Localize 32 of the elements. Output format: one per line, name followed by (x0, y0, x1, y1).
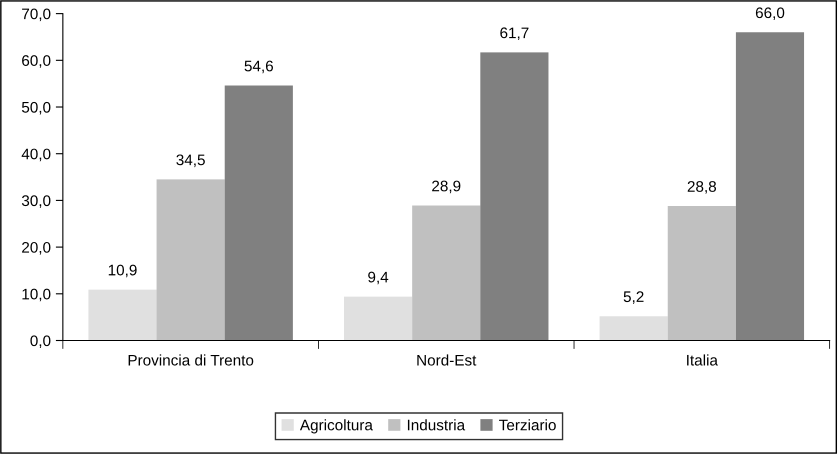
bar (480, 52, 548, 340)
data-label: 54,6 (244, 60, 273, 74)
legend-label: Terziario (499, 419, 556, 430)
y-tick-label: 40,0 (22, 148, 50, 162)
y-tick-label: 60,0 (22, 55, 50, 68)
bar (156, 179, 225, 340)
x-tick-label: Nord-Est (417, 354, 476, 366)
bar (736, 32, 804, 340)
data-label: 10,9 (108, 264, 137, 278)
data-label: 28,8 (688, 181, 716, 194)
bar (668, 206, 736, 340)
bar (344, 296, 412, 340)
y-tick-label: 0,0 (30, 335, 50, 348)
y-tick-label: 20,0 (22, 242, 50, 255)
y-tick-label: 70,0 (22, 8, 50, 22)
y-tick-label: 30,0 (22, 195, 50, 208)
data-label: 28,9 (432, 180, 460, 194)
y-tick-label: 50,0 (22, 102, 50, 115)
data-label: 61,7 (500, 27, 528, 40)
x-tick-label: Provincia di Trento (128, 354, 254, 366)
bar (224, 86, 293, 340)
y-tick-label: 10,0 (22, 288, 50, 302)
x-tick-label: Italia (687, 354, 718, 366)
data-label: 66,0 (756, 7, 784, 20)
bar (600, 316, 668, 340)
data-label: 9,4 (368, 272, 388, 284)
legend-label: Agricoltura (300, 419, 373, 434)
bar (412, 206, 480, 340)
data-label: 5,2 (624, 291, 644, 304)
legend-label: Industria (408, 419, 466, 430)
bar (88, 290, 157, 340)
data-label: 34,5 (176, 154, 205, 168)
